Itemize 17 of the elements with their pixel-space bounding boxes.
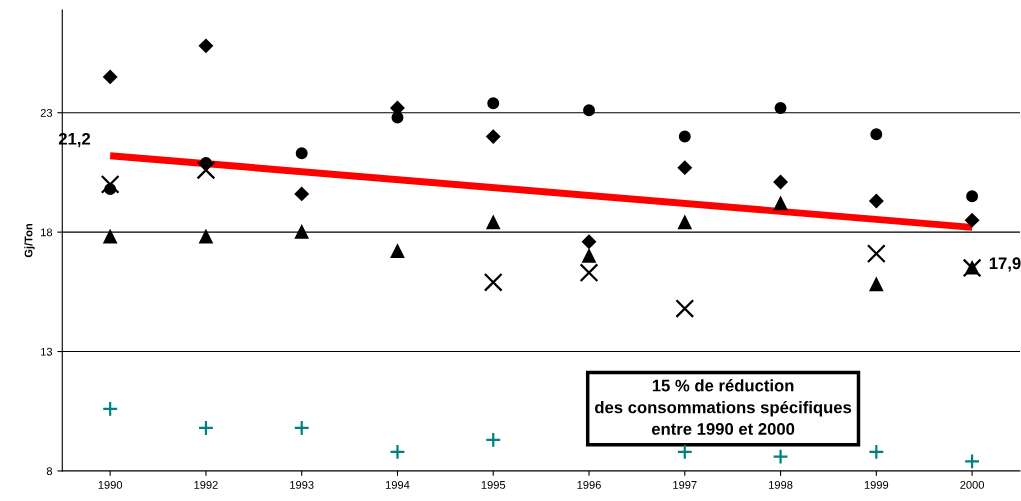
x-tick-label: 1995 (481, 480, 506, 489)
x-tick-label: 2000 (960, 480, 985, 489)
x-tick-label: 1996 (577, 480, 601, 489)
y-tick-label: 8 (46, 467, 53, 476)
x-tick-label: 1994 (385, 480, 410, 489)
x-tick-label: 1993 (290, 480, 314, 489)
annotation: 15 % de réduction des consommations spécifiques entre 1990 et 2000 (595, 379, 852, 435)
y-tick-label: 13 (41, 347, 53, 356)
y-axis-title: Gj/Ton (24, 223, 35, 258)
y-tick-label: 18 (41, 228, 53, 237)
x-tick-label: 1990 (98, 480, 123, 489)
x-tick-label: 1997 (673, 480, 697, 489)
y-tick-label: 23 (40, 108, 53, 117)
x-tick-label: 1998 (769, 480, 793, 489)
x-tick-label: 1992 (194, 480, 218, 489)
annotation: 17,9 (989, 257, 1021, 272)
x-tick-label: 1999 (864, 480, 889, 489)
